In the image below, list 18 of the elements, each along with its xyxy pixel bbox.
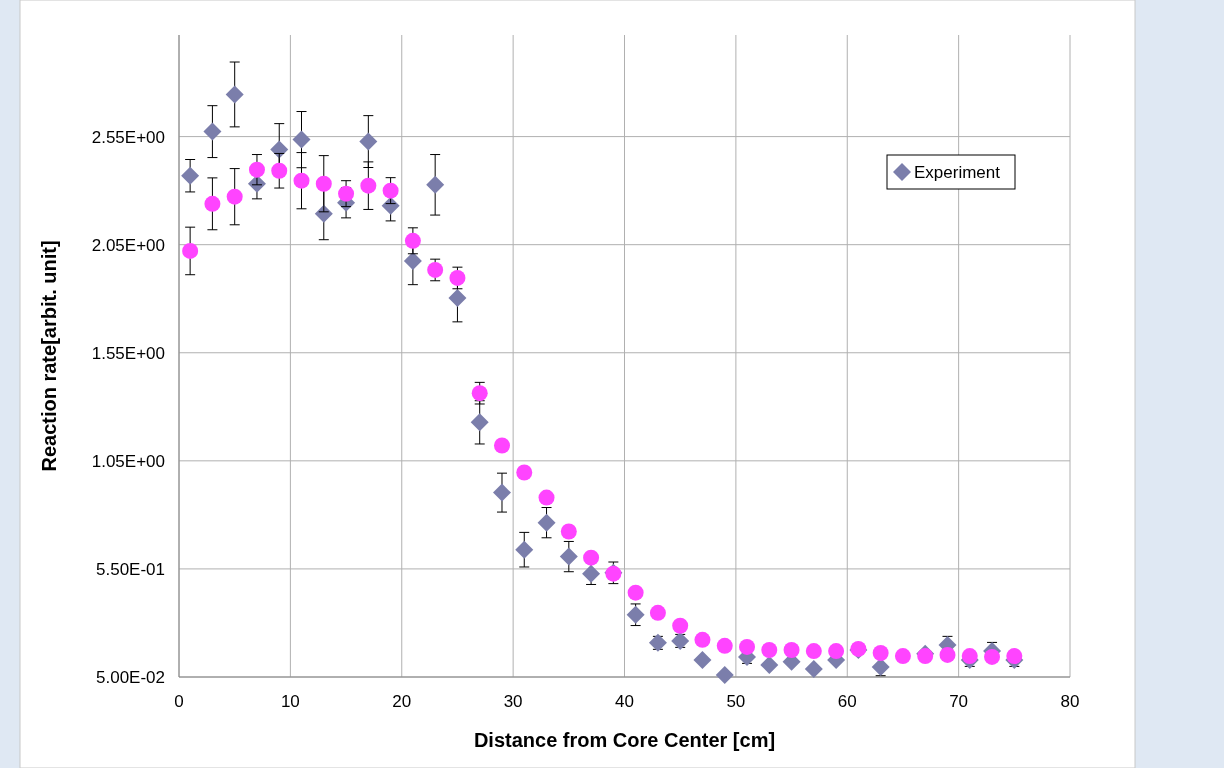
y-tick-label: 5.50E-01	[96, 559, 165, 579]
legend-label: Experiment	[914, 162, 1001, 182]
y-tick-label: 2.55E+00	[91, 127, 165, 147]
y-axis-title: Reaction rate[arbit. unit]	[38, 240, 60, 472]
x-tick-label: 60	[837, 692, 857, 711]
x-tick-label: 10	[280, 692, 300, 711]
x-tick-label: 70	[949, 692, 969, 711]
y-tick-label: 1.55E+00	[91, 343, 165, 363]
x-axis-title: Distance from Core Center [cm]	[473, 729, 776, 751]
y-tick-label: 2.05E+00	[91, 235, 165, 255]
x-tick-label: 20	[392, 692, 412, 711]
y-tick-label: 5.00E-02	[96, 667, 165, 687]
x-tick-label: 30	[503, 692, 523, 711]
x-tick-label: 0	[174, 692, 184, 711]
y-tick-label: 1.05E+00	[91, 451, 165, 471]
x-tick-label: 40	[615, 692, 634, 711]
x-tick-label: 80	[1060, 692, 1080, 711]
x-tick-label: 50	[726, 692, 746, 711]
